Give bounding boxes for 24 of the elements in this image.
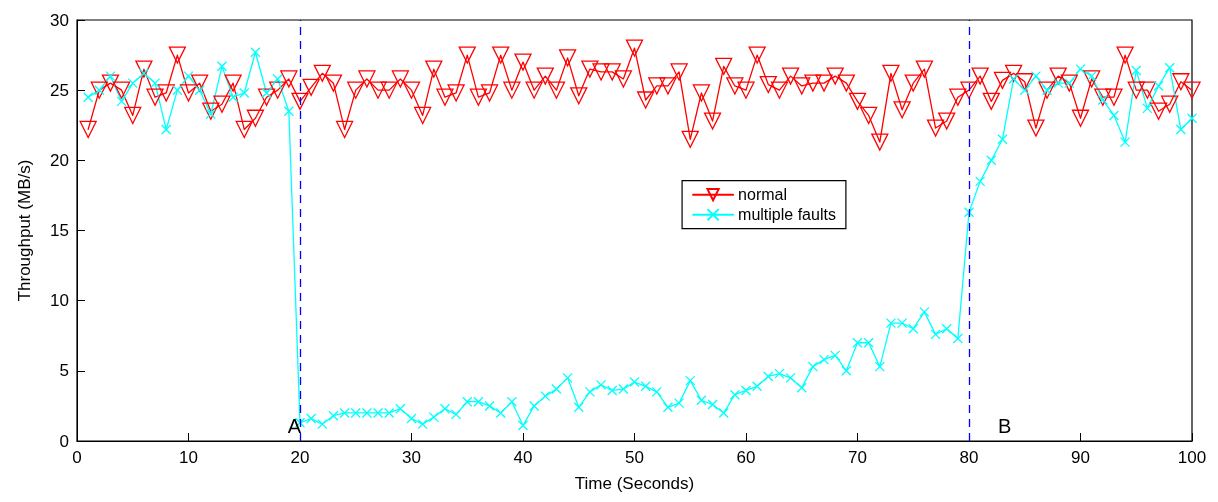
legend-label: normal bbox=[738, 186, 787, 204]
x-tick-label: 70 bbox=[848, 448, 867, 467]
x-tick-label: 30 bbox=[402, 448, 421, 467]
y-tick-label: 20 bbox=[50, 150, 69, 170]
x-tick-label: 40 bbox=[513, 448, 533, 467]
x-tick-label: 100 bbox=[1177, 448, 1207, 467]
legend-label: multiple faults bbox=[738, 206, 836, 224]
y-axis-title: Throughput (MB/s) bbox=[15, 159, 34, 302]
x-tick-label: 0 bbox=[72, 448, 82, 467]
x-tick-label: 90 bbox=[1071, 448, 1090, 467]
y-tick-label: 25 bbox=[50, 80, 69, 100]
x-tick-label: 80 bbox=[959, 448, 979, 467]
y-tick-label: 5 bbox=[59, 361, 69, 381]
y-tick-label: 30 bbox=[50, 10, 69, 30]
x-tick-label: 50 bbox=[625, 448, 644, 467]
y-tick-label: 15 bbox=[50, 221, 69, 240]
y-tick-label: 10 bbox=[50, 291, 69, 311]
y-tick-label: 0 bbox=[59, 431, 69, 451]
x-tick-label: 20 bbox=[290, 448, 310, 467]
ref-line-label: A bbox=[287, 415, 302, 437]
ref-line-label: B bbox=[998, 415, 1012, 437]
x-tick-label: 60 bbox=[736, 448, 756, 467]
x-tick-label: 10 bbox=[179, 448, 198, 467]
x-axis-title: Time (Seconds) bbox=[574, 474, 695, 493]
